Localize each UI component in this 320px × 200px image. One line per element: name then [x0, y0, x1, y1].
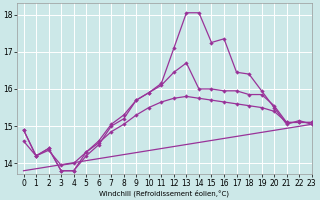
- X-axis label: Windchill (Refroidissement éolien,°C): Windchill (Refroidissement éolien,°C): [100, 189, 229, 197]
